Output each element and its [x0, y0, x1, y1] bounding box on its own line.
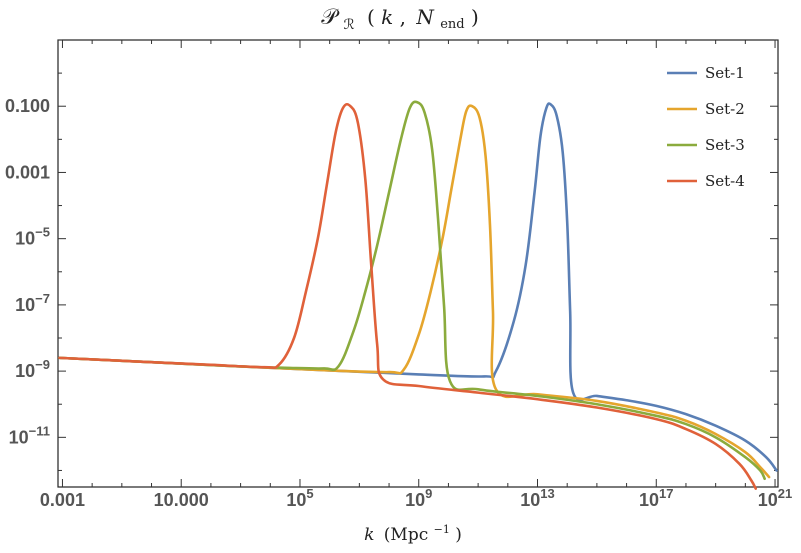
y-tick-label: 10−11 — [9, 423, 50, 447]
series-line-set-4 — [58, 102, 758, 490]
y-tick-label: 10−5 — [15, 225, 50, 249]
x-axis-label: k (Mpc −1 ) — [364, 518, 462, 545]
x-tick-label: 105 — [286, 486, 313, 510]
series-lines — [58, 100, 778, 490]
legend: Set-1 Set-2 Set-3 Set-4 — [667, 64, 745, 190]
x-tick-labels: 0.001 10.000 105 109 1013 1017 1021 — [40, 486, 792, 510]
axis-ticks — [58, 39, 778, 487]
y-tick-labels: 0.100 0.001 10−5 10−7 10−9 10−11 — [5, 96, 50, 447]
x-tick-label: 1013 — [520, 486, 555, 510]
x-tick-label: 10.000 — [154, 490, 209, 510]
x-tick-label: 1021 — [758, 486, 793, 510]
legend-label-set-4: Set-4 — [705, 172, 745, 190]
legend-label-set-3: Set-3 — [705, 136, 745, 154]
plot-frame — [57, 39, 779, 488]
series-line-set-3 — [58, 100, 766, 481]
y-tick-label: 0.001 — [5, 162, 50, 182]
x-tick-label: 109 — [405, 486, 432, 510]
y-tick-label: 10−7 — [15, 291, 50, 315]
legend-label-set-2: Set-2 — [705, 100, 745, 118]
y-tick-label: 10−9 — [15, 357, 50, 381]
chart-title: 𝒫 ℛ ( k , N end ) — [321, 5, 479, 34]
y-tick-label: 0.100 — [5, 96, 50, 116]
legend-label-set-1: Set-1 — [705, 64, 745, 82]
x-tick-label: 0.001 — [40, 490, 85, 510]
x-tick-label: 1017 — [639, 486, 674, 510]
